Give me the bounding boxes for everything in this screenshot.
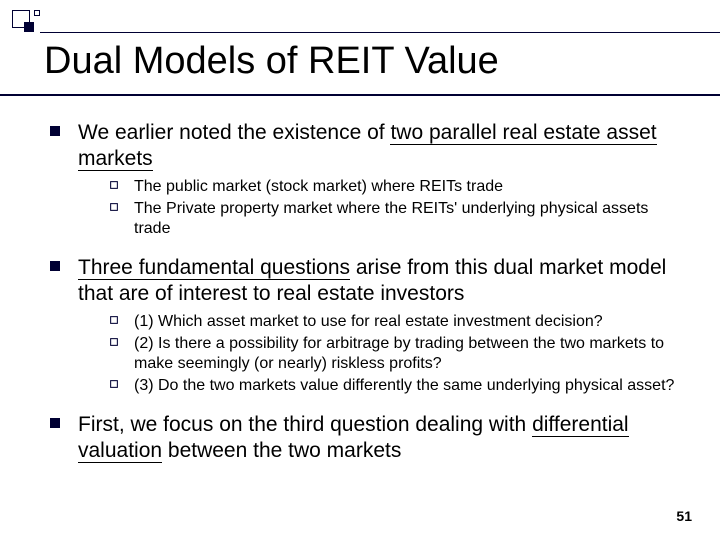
hollow-square-bullet-icon bbox=[110, 376, 134, 396]
hollow-square-bullet-icon bbox=[110, 334, 134, 374]
bullet-level-2: The public market (stock market) where R… bbox=[110, 177, 680, 197]
sub-bullet-text: The Private property market where the RE… bbox=[134, 199, 680, 239]
square-bullet-icon bbox=[50, 120, 78, 171]
bullet-level-2: (1) Which asset market to use for real e… bbox=[110, 312, 680, 332]
sub-bullet-text: (3) Do the two markets value differently… bbox=[134, 376, 680, 396]
sub-bullet-text: The public market (stock market) where R… bbox=[134, 177, 680, 197]
divider-top bbox=[40, 32, 720, 33]
hollow-square-bullet-icon bbox=[110, 312, 134, 332]
divider-bottom bbox=[0, 94, 720, 96]
square-bullet-icon bbox=[50, 412, 78, 463]
sub-bullet-group: (1) Which asset market to use for real e… bbox=[110, 312, 680, 396]
bullet-level-1: We earlier noted the existence of two pa… bbox=[50, 120, 680, 171]
page-number: 51 bbox=[676, 508, 692, 524]
bullet-level-1: First, we focus on the third question de… bbox=[50, 412, 680, 463]
slide-title: Dual Models of REIT Value bbox=[44, 40, 499, 83]
slide-body: We earlier noted the existence of two pa… bbox=[50, 120, 680, 470]
sub-bullet-text: (1) Which asset market to use for real e… bbox=[134, 312, 680, 332]
bullet-text: We earlier noted the existence of two pa… bbox=[78, 120, 680, 171]
bullet-level-1: Three fundamental questions arise from t… bbox=[50, 255, 680, 306]
bullet-level-2: The Private property market where the RE… bbox=[110, 199, 680, 239]
hollow-square-bullet-icon bbox=[110, 177, 134, 197]
bullet-text: First, we focus on the third question de… bbox=[78, 412, 680, 463]
hollow-square-bullet-icon bbox=[110, 199, 134, 239]
square-bullet-icon bbox=[50, 255, 78, 306]
bullet-level-2: (3) Do the two markets value differently… bbox=[110, 376, 680, 396]
bullet-text: Three fundamental questions arise from t… bbox=[78, 255, 680, 306]
sub-bullet-group: The public market (stock market) where R… bbox=[110, 177, 680, 239]
bullet-level-2: (2) Is there a possibility for arbitrage… bbox=[110, 334, 680, 374]
sub-bullet-text: (2) Is there a possibility for arbitrage… bbox=[134, 334, 680, 374]
